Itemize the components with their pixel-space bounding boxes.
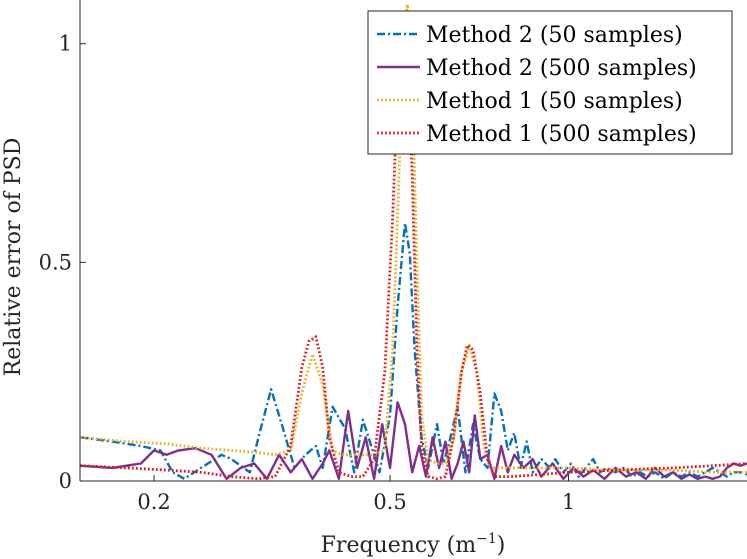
legend: Method 2 (50 samples) Method 2 (500 sampl…: [367, 10, 733, 155]
y-ticks: 00.51: [39, 32, 86, 493]
legend-box: [367, 10, 733, 155]
series-line-2: [80, 401, 747, 480]
y-tick-label: 1: [59, 32, 72, 56]
y-tick-label: 0.5: [39, 250, 72, 274]
y-axis-label: Relative error of PSD: [1, 138, 26, 377]
series-line-4: [80, 38, 747, 481]
x-ticks: 0.2 0.5 1: [137, 475, 575, 514]
legend-label-1: Method 2 (50 samples): [426, 23, 683, 48]
legend-label-3: Method 1 (50 samples): [426, 89, 683, 114]
series-line-1: [80, 221, 747, 480]
axes-layer: [79, 0, 747, 482]
x-tick-label: 0.5: [373, 490, 406, 514]
legend-label-4: Method 1 (500 samples): [426, 122, 697, 147]
legend-label-2: Method 2 (500 samples): [426, 56, 697, 81]
y-tick-label: 0: [59, 469, 72, 493]
x-tick-label: 0.2: [137, 490, 170, 514]
x-axis-label: Frequency (m−1): [321, 531, 506, 558]
x-tick-label: 1: [562, 490, 575, 514]
series-line-3: [80, 3, 747, 474]
series-layer: [80, 3, 747, 481]
